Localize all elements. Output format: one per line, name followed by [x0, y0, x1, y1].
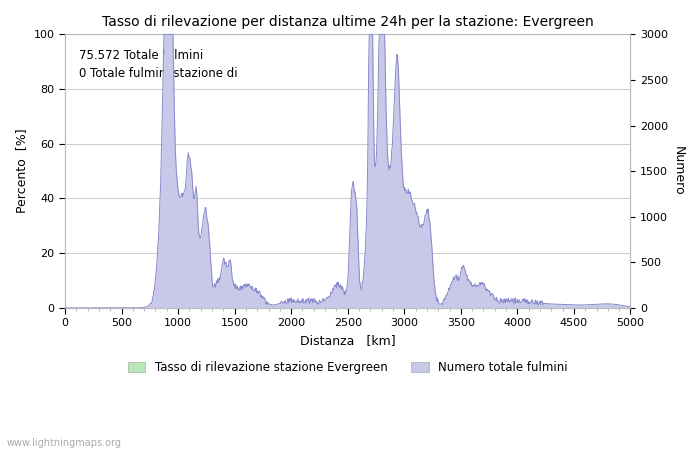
X-axis label: Distanza   [km]: Distanza [km] [300, 334, 395, 347]
Y-axis label: Numero: Numero [672, 146, 685, 196]
Text: 75.572 Totale fulmini: 75.572 Totale fulmini [79, 50, 204, 63]
Text: 0 Totale fulmini stazione di: 0 Totale fulmini stazione di [79, 67, 238, 80]
Text: www.lightningmaps.org: www.lightningmaps.org [7, 438, 122, 448]
Legend: Tasso di rilevazione stazione Evergreen, Numero totale fulmini: Tasso di rilevazione stazione Evergreen,… [123, 356, 573, 378]
Title: Tasso di rilevazione per distanza ultime 24h per la stazione: Evergreen: Tasso di rilevazione per distanza ultime… [102, 15, 594, 29]
Y-axis label: Percento  [%]: Percento [%] [15, 129, 28, 213]
